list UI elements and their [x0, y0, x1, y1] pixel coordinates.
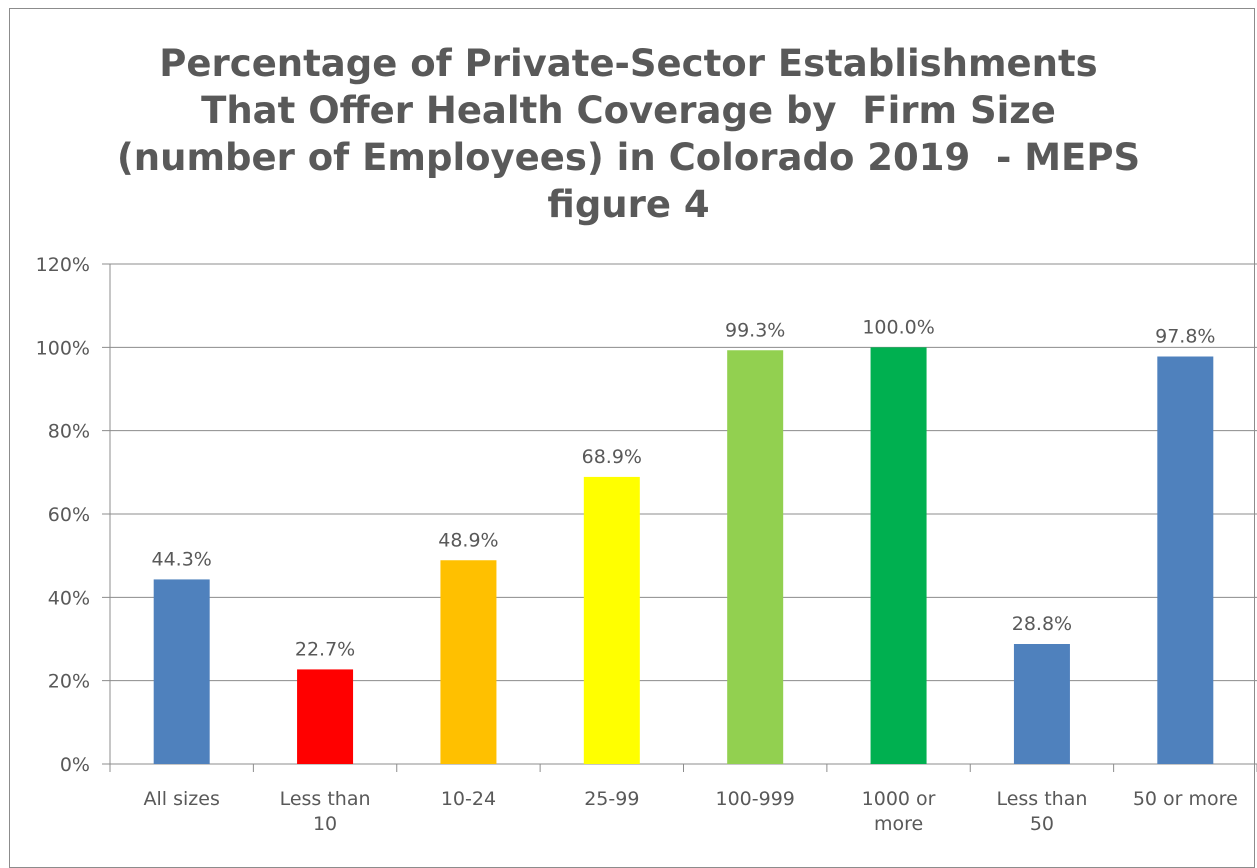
x-tick-label: 100-999	[715, 788, 794, 810]
y-tick-label: 120%	[36, 254, 90, 276]
x-tick-label-line: 10-24	[441, 788, 496, 810]
x-tick-label: 25-99	[584, 788, 639, 810]
y-tick-label: 100%	[36, 337, 90, 359]
x-tick-label-line: more	[874, 813, 923, 835]
chart-title-line-1: Percentage of Private-Sector Establishme…	[159, 42, 1098, 85]
chart-title-line-3: (number of Employees) in Colorado 2019 -…	[116, 136, 1141, 179]
axes	[102, 264, 1257, 772]
data-label: 48.9%	[438, 529, 498, 551]
bar	[870, 347, 927, 764]
y-tick-label: 40%	[48, 587, 90, 609]
y-tick-label: 20%	[48, 671, 90, 693]
y-tick-label: 60%	[48, 504, 90, 526]
bars	[153, 347, 1214, 764]
chart-title: Percentage of Private-Sector Establishme…	[0, 40, 1257, 228]
x-tick-label-line: 10	[313, 813, 337, 835]
x-tick-label-line: 50 or more	[1133, 788, 1238, 810]
chart-title-line-2: That Offer Health Coverage by Firm Size	[201, 89, 1056, 132]
x-tick-label-line: 50	[1030, 813, 1054, 835]
y-tick-label: 0%	[60, 754, 90, 776]
chart-title-line-4: figure 4	[547, 183, 710, 226]
labels: 0% 20% 40% 60% 80% 100% 120% 44.3% All sizes 22.7…	[36, 254, 1238, 835]
x-tick-label: 1000 or more	[862, 788, 936, 835]
x-tick-label: 10-24	[441, 788, 496, 810]
x-tick-label-line: Less than	[280, 788, 371, 810]
bar	[1157, 356, 1214, 764]
x-tick-label: 50 or more	[1133, 788, 1238, 810]
data-label: 22.7%	[295, 638, 355, 660]
data-label: 97.8%	[1155, 326, 1215, 348]
bar	[583, 476, 640, 764]
y-tick-label: 80%	[48, 421, 90, 443]
x-tick-label-line: 1000 or	[862, 788, 936, 810]
x-tick-label-line: 100-999	[715, 788, 794, 810]
data-label: 68.9%	[582, 446, 642, 468]
x-tick-label: All sizes	[144, 788, 220, 810]
bar-chart: 0% 20% 40% 60% 80% 100% 120% 44.3% All sizes 22.7…	[36, 254, 1257, 835]
x-tick-label: Less than 50	[996, 788, 1087, 835]
bar	[153, 579, 210, 764]
data-label: 99.3%	[725, 319, 785, 341]
gridlines	[102, 263, 1257, 682]
x-tick-label-line: Less than	[996, 788, 1087, 810]
data-label: 28.8%	[1012, 613, 1072, 635]
x-tick-label-line: All sizes	[144, 788, 220, 810]
bar	[440, 560, 497, 764]
x-tick-label: Less than 10	[280, 788, 371, 835]
bar	[1013, 644, 1070, 764]
x-tick-label-line: 25-99	[584, 788, 639, 810]
data-label: 44.3%	[152, 548, 212, 570]
bar	[297, 669, 354, 764]
bar	[727, 350, 784, 764]
data-label: 100.0%	[862, 316, 934, 338]
